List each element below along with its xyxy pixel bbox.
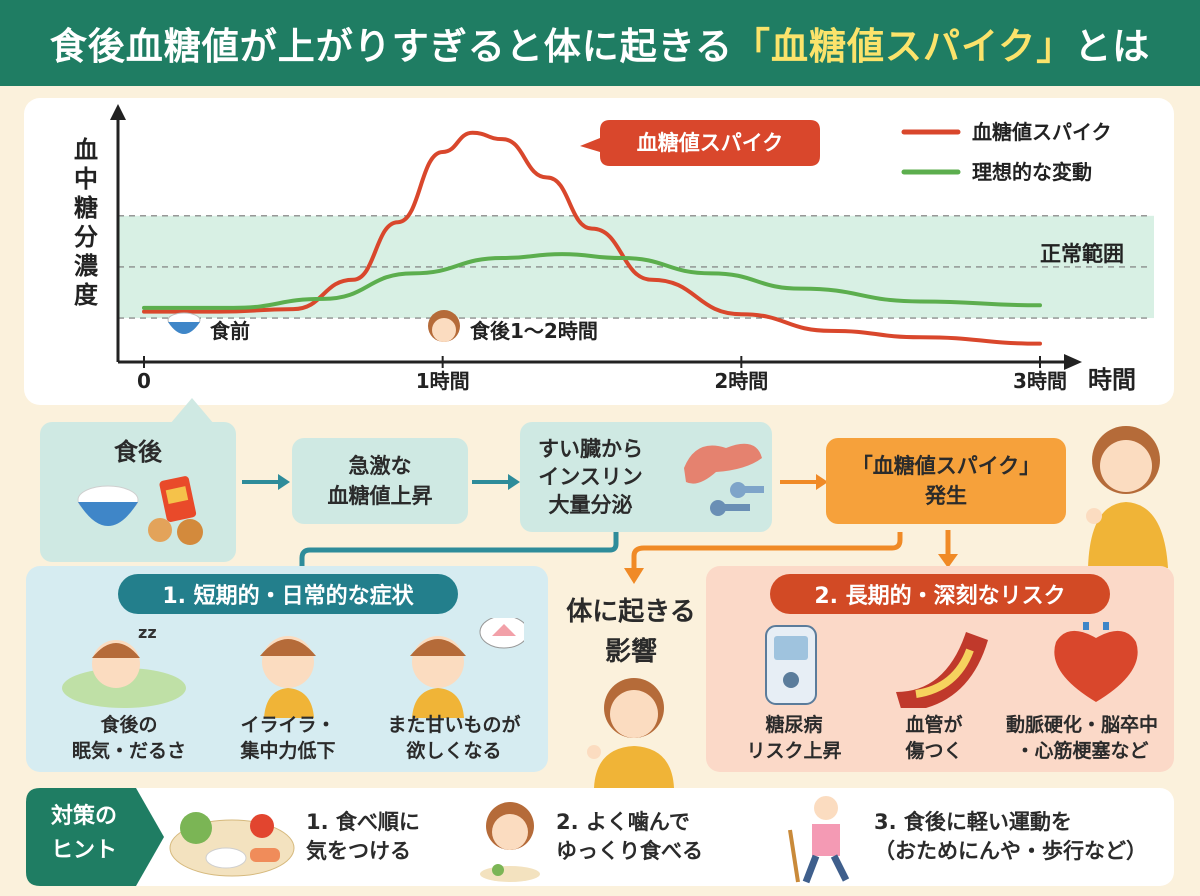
- flow-after-meal: 食後: [40, 422, 236, 562]
- rice-bowl-icon: [167, 312, 201, 334]
- spike-callout-bubble: [580, 120, 820, 166]
- x-tick-label: 1時間: [416, 369, 470, 393]
- marker-after-meal: 食後1〜2時間: [470, 319, 598, 343]
- flow-after-meal-label: 食後: [114, 438, 162, 466]
- y-axis-label-char: 濃: [74, 252, 99, 280]
- series-line-0: [142, 130, 1042, 346]
- tip-item-1: 1. 食べ順に 気をつける: [306, 810, 420, 863]
- flow-arrow-2: [472, 474, 520, 490]
- y-axis-label-char: 度: [74, 281, 99, 309]
- irritated-icon: [260, 636, 316, 718]
- short-term-illustrations: zz: [62, 618, 524, 718]
- chewing-person-icon: [480, 802, 540, 882]
- long-term-title: 2. 長期的・深刻なリスク: [770, 574, 1110, 614]
- craving-icon: [410, 618, 524, 718]
- presenter-character-icon: [587, 678, 674, 788]
- short-term-item-1: 食後の 眠気・だるさ: [71, 714, 186, 762]
- long-term-item-2: 血管が 傷つく: [905, 714, 963, 762]
- rice-icon-bowl: [168, 322, 200, 334]
- connector-arrow-long: [938, 530, 958, 568]
- sleepy-icon: zz: [62, 623, 186, 708]
- flow-arrow-1: [242, 474, 290, 490]
- tip-item-2: 2. よく噛んで ゆっくり食べる: [556, 810, 703, 863]
- walking-person-icon: [788, 796, 850, 884]
- flow-arrow-3: [780, 474, 828, 490]
- chart-callout-tail: [170, 398, 214, 424]
- x-tick-label: 2時間: [714, 369, 768, 393]
- page-title: 食後血糖値が上がりすぎると体に起きる 「血糖値スパイク」 とは: [0, 0, 1200, 86]
- flow-spike: 「血糖値スパイク」 発生: [826, 438, 1066, 524]
- x-axis-arrow: [1064, 354, 1082, 370]
- normal-range-label: 正常範囲: [1040, 242, 1124, 266]
- legend-label-1: 理想的な変動: [972, 160, 1092, 184]
- svg-text:zz: zz: [138, 623, 157, 642]
- face-icon-skin: [432, 318, 456, 342]
- flow-spike-label: 「血糖値スパイク」 発生: [851, 454, 1041, 508]
- short-term-title: 1. 短期的・日常的な症状: [118, 574, 458, 614]
- short-term-item-2: イライラ・ 集中力低下: [240, 714, 336, 762]
- y-axis-label-char: 分: [74, 223, 98, 251]
- blood-vessel-icon: [896, 632, 988, 708]
- flow-rise-label: 急激な 血糖値上昇: [327, 454, 433, 508]
- flow-insulin: すい臓から インスリン 大量分泌: [520, 422, 772, 532]
- tips-label: 対策の ヒント: [50, 804, 117, 863]
- legend-label-0: 血糖値スパイク: [972, 120, 1112, 144]
- spike-callout-label: 血糖値スパイク: [637, 131, 784, 155]
- flow-rise: 急激な 血糖値上昇: [292, 438, 468, 524]
- y-axis-label-char: 糖: [74, 194, 98, 222]
- title-suffix: とは: [1074, 25, 1151, 68]
- x-tick-label: 3時間: [1013, 369, 1067, 393]
- nurse-character-icon: [1086, 426, 1168, 568]
- y-axis-label-char: 中: [74, 165, 98, 193]
- eating-face-icon: [428, 310, 460, 342]
- tip-item-3: 3. 食後に軽い運動を （おためにんや・歩行など）: [874, 810, 1147, 863]
- short-term-item-3: また甘いものが 欲しくなる: [387, 714, 521, 762]
- header-bar: 食後血糖値が上がりすぎると体に起きる 「血糖値スパイク」 とは: [0, 0, 1200, 86]
- pancreas-icon: [684, 443, 764, 516]
- long-term-illustrations: [765, 622, 1138, 708]
- title-text: 食後血糖値が上がりすぎると体に起きる: [49, 25, 733, 68]
- x-axis-title: 時間: [1088, 366, 1136, 394]
- title-highlight: 「血糖値スパイク」: [733, 25, 1075, 68]
- series-line-1: [142, 252, 1042, 310]
- y-axis-label-char: 血: [74, 136, 98, 164]
- meal-illustration-icon: [77, 476, 203, 545]
- vegetables-plate-icon: [169, 812, 295, 877]
- y-axis-arrow: [110, 104, 126, 120]
- tips-label-bg: [26, 788, 164, 886]
- heart-icon: [1054, 622, 1138, 702]
- center-effects-label: 体に起きる 影響: [566, 597, 696, 667]
- glucose-meter-icon: [765, 625, 817, 705]
- x-tick-label: 0: [137, 369, 151, 393]
- flow-insulin-label: すい臓から インスリン 大量分泌: [538, 437, 643, 517]
- long-term-item-1: 糖尿病 リスク上昇: [746, 714, 842, 762]
- marker-before-meal: 食前: [210, 319, 250, 343]
- long-term-item-3: 動脈硬化・脳卒中 ・心筋梗塞など: [1005, 714, 1158, 762]
